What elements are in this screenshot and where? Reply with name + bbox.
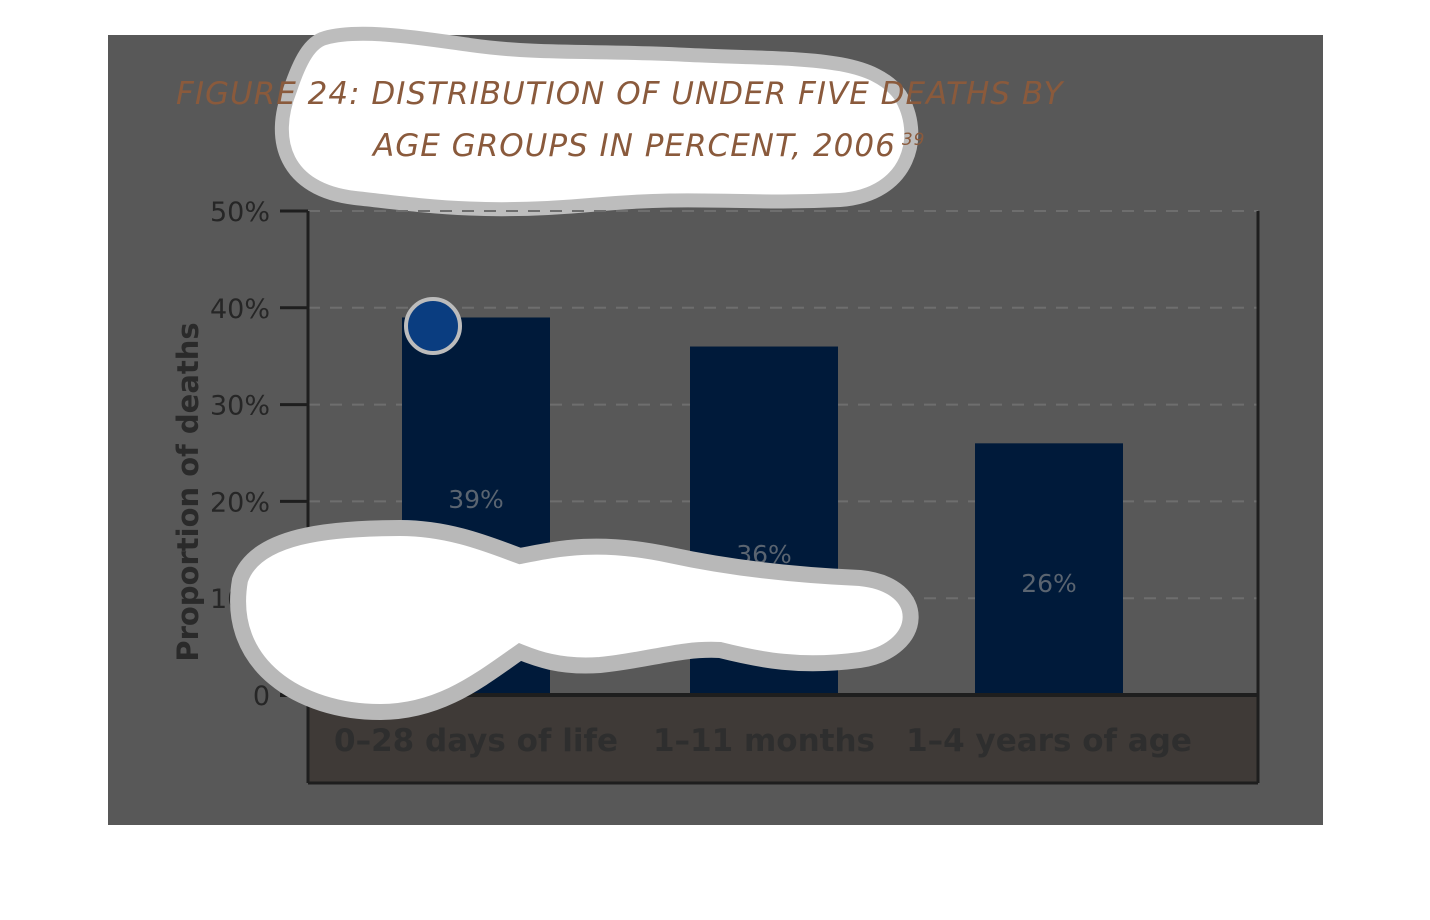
- data-label: 26%: [1021, 569, 1077, 598]
- category-label: 1–11 months: [653, 723, 875, 759]
- bar: [975, 443, 1123, 695]
- y-tick-label: 20%: [210, 487, 270, 518]
- y-tick-label: 30%: [210, 391, 270, 422]
- chart-title: FIGURE 24: DISTRIBUTION OF UNDER FIVE DE…: [176, 76, 1064, 112]
- y-tick-label: 40%: [210, 294, 270, 325]
- y-tick-label: 0: [253, 681, 270, 712]
- category-label: 0–28 days of life: [334, 723, 618, 759]
- chart-title-line-2: AGE GROUPS IN PERCENT, 2006 39: [373, 128, 925, 164]
- chart-title-line-2-text: AGE GROUPS IN PERCENT, 2006: [373, 128, 896, 164]
- y-tick-label: 50%: [210, 197, 270, 228]
- data-label: 39%: [448, 485, 504, 514]
- category-label: 1–4 years of age: [906, 723, 1192, 759]
- chart-title-footnote: 39: [901, 129, 926, 150]
- y-axis-title: Proportion of deaths: [171, 322, 205, 661]
- category-axis-band: [308, 695, 1258, 783]
